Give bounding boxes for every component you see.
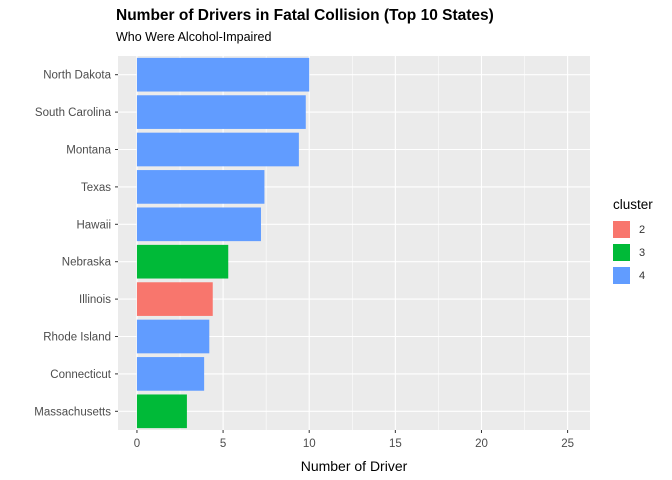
legend-title: cluster	[613, 197, 653, 212]
legend-key-cluster-4	[613, 267, 630, 284]
bar-south-carolina	[136, 95, 306, 129]
y-tick-label: Texas	[81, 182, 111, 194]
y-tick-label: Massachusetts	[34, 406, 111, 418]
x-axis-label: Number of Driver	[301, 458, 408, 474]
bar-montana	[136, 132, 299, 167]
legend: cluster 2 3 4	[613, 197, 653, 287]
bar-hawaii	[136, 207, 261, 242]
chart-title: Number of Drivers in Fatal Collision (To…	[116, 7, 494, 24]
bars	[136, 57, 310, 429]
y-tick-label: South Carolina	[35, 107, 112, 119]
y-tick-label: Hawaii	[76, 219, 111, 231]
bar-massachusetts	[136, 394, 187, 429]
legend-key-cluster-3	[613, 244, 630, 261]
x-tick-label: 25	[561, 438, 574, 450]
y-tick-label: Illinois	[79, 294, 111, 306]
y-tick-label: Connecticut	[50, 369, 112, 381]
legend-label: 3	[639, 246, 646, 259]
chart-subtitle: Who Were Alcohol-Impaired	[116, 30, 272, 44]
x-tick-label: 20	[475, 438, 488, 450]
legend-key-cluster-2	[613, 221, 630, 238]
legend-label: 4	[639, 269, 646, 282]
legend-item-cluster-4: 4	[613, 264, 653, 287]
y-tick-label: Montana	[66, 145, 111, 157]
y-tick-label: Nebraska	[62, 257, 112, 269]
x-tick-label: 0	[134, 438, 140, 450]
bar-nebraska	[136, 244, 229, 279]
y-tick-label: North Dakota	[43, 70, 111, 82]
x-axis: 0 5 10 15 20 25	[134, 430, 574, 450]
legend-label: 2	[639, 223, 646, 236]
x-tick-label: 10	[303, 438, 316, 450]
x-tick-label: 5	[220, 438, 226, 450]
bar-connecticut	[136, 357, 205, 391]
x-tick-label: 15	[389, 438, 402, 450]
y-tick-label: Rhode Island	[43, 332, 111, 344]
legend-item-cluster-2: 2	[613, 218, 653, 241]
bar-north-dakota	[136, 57, 310, 92]
bar-texas	[136, 170, 265, 204]
y-axis: North Dakota South Carolina Montana Texas Ha…	[34, 70, 118, 418]
legend-item-cluster-3: 3	[613, 241, 653, 264]
bar-rhode-island	[136, 319, 210, 354]
bar-illinois	[136, 282, 213, 316]
